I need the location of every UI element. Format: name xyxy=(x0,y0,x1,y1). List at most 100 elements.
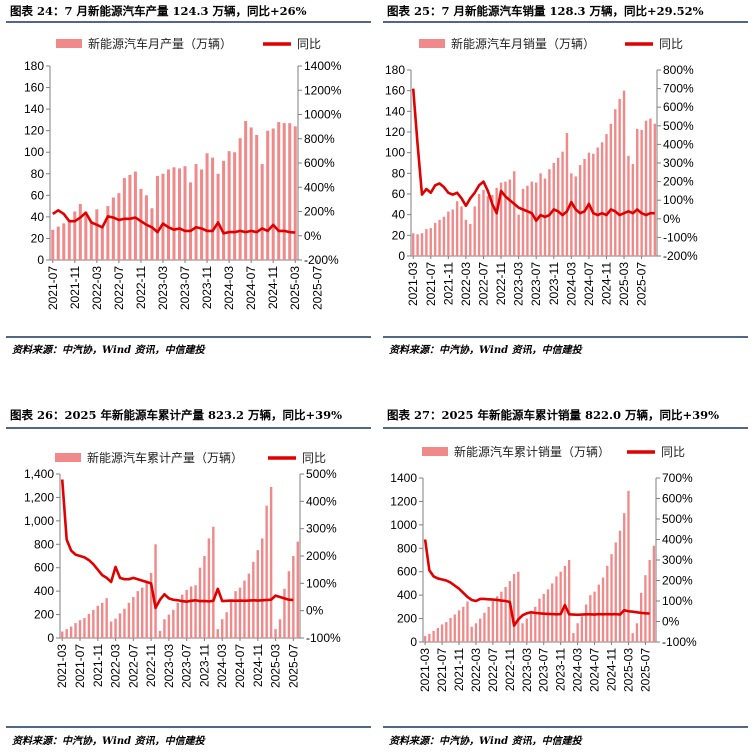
x-tick-label: 2022-07 xyxy=(477,262,491,306)
bar xyxy=(589,595,592,642)
bar xyxy=(234,591,237,638)
x-tick-label: 2024-07 xyxy=(588,648,602,692)
right-tick-label: 200% xyxy=(662,574,693,588)
bar xyxy=(150,208,154,260)
bar xyxy=(440,624,444,642)
bar xyxy=(78,203,82,260)
bar xyxy=(436,627,439,642)
bar xyxy=(136,591,139,638)
x-tick-label: 2024-07 xyxy=(582,262,596,306)
left-tick-label: 0 xyxy=(37,253,44,267)
chart-source: 资料来源：中汽协，Wind 资讯，中信建投 xyxy=(12,735,206,747)
bar xyxy=(296,541,299,638)
bar xyxy=(62,223,66,260)
bar xyxy=(605,134,608,256)
bar xyxy=(447,211,450,256)
right-tick-label: 100% xyxy=(663,193,694,207)
x-tick-label: 2025-07 xyxy=(310,266,324,310)
x-tick-label: 2025-07 xyxy=(286,644,300,688)
bar xyxy=(652,545,656,642)
x-tick-label: 2021-03 xyxy=(55,644,69,688)
bar xyxy=(517,571,520,642)
bar xyxy=(530,181,534,256)
bar xyxy=(614,109,617,257)
chart-source: 资料来源：中汽协，Wind 资讯，中信建投 xyxy=(389,735,583,747)
left-tick-label: 1200 xyxy=(390,494,417,508)
x-tick-label: 2022-07 xyxy=(112,266,126,310)
left-tick-label: 400 xyxy=(397,588,417,602)
bar xyxy=(243,580,246,638)
right-tick-label: 300% xyxy=(306,522,337,536)
right-tick-label: 500% xyxy=(306,467,337,481)
x-tick-label: 2023-07 xyxy=(180,644,194,688)
bar xyxy=(132,597,135,638)
x-tick-label: 2022-11 xyxy=(503,648,517,691)
x-tick-label: 2023-11 xyxy=(547,262,561,305)
bar xyxy=(592,153,595,256)
bar xyxy=(198,567,202,638)
right-tick-label: 600% xyxy=(304,156,335,170)
right-tick-label: 700% xyxy=(662,471,693,485)
bar xyxy=(78,620,82,638)
x-tick-label: 2021-11 xyxy=(452,648,466,691)
x-tick-label: 2023-07 xyxy=(178,266,192,310)
bar xyxy=(283,588,286,638)
bar xyxy=(84,211,88,260)
x-tick-label: 2024-03 xyxy=(215,644,229,688)
x-tick-label: 2021-11 xyxy=(91,644,105,687)
x-tick-label: 2021-07 xyxy=(46,266,60,310)
bar xyxy=(292,556,295,638)
bar xyxy=(111,197,115,260)
chart-title: 图表 25：7 月新能源汽车销量 128.3 万辆，同比+29.52% xyxy=(387,4,704,18)
chart-title: 图表 24：7 月新能源汽车产量 124.3 万辆，同比+26% xyxy=(10,4,307,18)
bar xyxy=(432,630,435,642)
legend-line-label: 同比 xyxy=(659,37,683,51)
bar xyxy=(265,505,268,638)
bar xyxy=(141,587,144,638)
bar xyxy=(449,617,452,642)
right-tick-label: 400% xyxy=(304,180,335,194)
bar xyxy=(51,229,55,260)
bar xyxy=(266,130,270,260)
bar xyxy=(542,593,545,642)
bar xyxy=(161,173,165,260)
left-tick-label: 1,000 xyxy=(24,514,54,528)
bar xyxy=(288,123,292,261)
bar xyxy=(189,586,193,638)
bar xyxy=(423,636,427,642)
bar xyxy=(445,622,448,642)
bar xyxy=(233,152,237,260)
x-tick-label: 2021-11 xyxy=(441,262,455,305)
bar xyxy=(640,592,643,642)
legend-bar-swatch xyxy=(422,447,448,456)
x-tick-label: 2025-03 xyxy=(269,644,283,688)
bar xyxy=(464,219,468,256)
bar xyxy=(65,629,68,638)
x-tick-label: 2023-11 xyxy=(200,266,214,309)
left-tick-label: 200 xyxy=(34,608,54,622)
bar xyxy=(649,118,652,256)
bar xyxy=(255,134,259,260)
bar xyxy=(155,175,159,260)
bar xyxy=(216,629,219,638)
x-tick-label: 2024-03 xyxy=(222,266,236,310)
bar xyxy=(534,606,537,642)
bar xyxy=(627,155,630,256)
bar xyxy=(529,613,533,642)
chart-panel-26: 图表 26：2025 年新能源车累计产量 823.2 万辆，同比+39% 新能源汽… xyxy=(0,400,377,756)
x-tick-label: 2024-07 xyxy=(244,266,258,310)
right-tick-label: -200% xyxy=(304,253,339,267)
right-tick-label: 400% xyxy=(663,137,694,151)
right-tick-label: -100% xyxy=(663,230,698,244)
bar xyxy=(89,221,93,260)
bar xyxy=(145,581,148,638)
left-tick-label: 400 xyxy=(34,584,54,598)
bar xyxy=(479,618,482,642)
bar xyxy=(429,228,432,256)
bar xyxy=(411,233,415,256)
chart-title: 图表 26：2025 年新能源车累计产量 823.2 万辆，同比+39% xyxy=(10,408,342,422)
bar xyxy=(149,572,153,638)
bar xyxy=(513,171,516,256)
bar xyxy=(512,574,516,642)
bar xyxy=(644,575,647,642)
